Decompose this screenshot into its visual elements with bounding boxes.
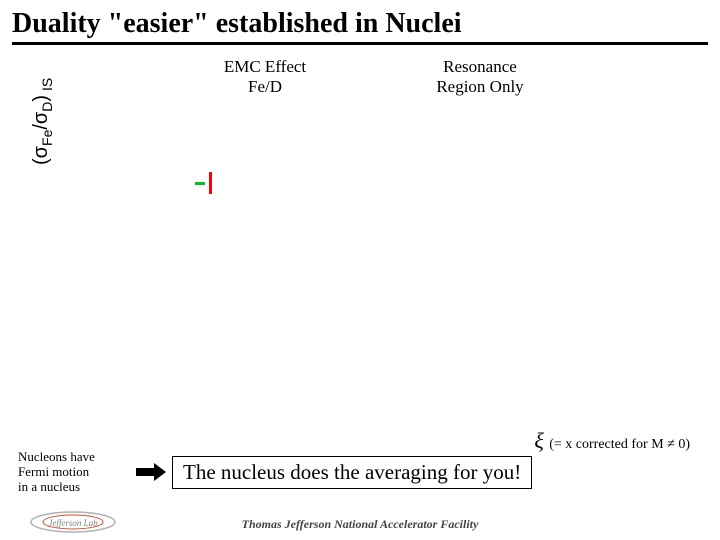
chart-label-left-line1: EMC Effect bbox=[195, 57, 335, 77]
chart-label-left: EMC Effect Fe/D bbox=[195, 57, 335, 97]
nucleon-note-line2: Fermi motion bbox=[18, 465, 130, 480]
conclusion-text: The nucleus does the averaging for you! bbox=[183, 460, 521, 485]
nucleon-note-line3: in a nucleus bbox=[18, 480, 130, 495]
xi-text: (= x corrected for M ≠ 0) bbox=[549, 437, 690, 452]
marker-red-vertical bbox=[209, 172, 212, 194]
conclusion-box: The nucleus does the averaging for you! bbox=[172, 456, 532, 489]
xi-note: ξ (= x corrected for M ≠ 0) bbox=[534, 428, 690, 454]
slide-title: Duality "easier" established in Nuclei bbox=[12, 8, 708, 40]
chart-label-right-line2: Region Only bbox=[410, 77, 550, 97]
chart-label-right: Resonance Region Only bbox=[410, 57, 550, 97]
chart-label-left-line2: Fe/D bbox=[195, 77, 335, 97]
title-bar: Duality "easier" established in Nuclei bbox=[0, 0, 720, 49]
title-underline bbox=[12, 42, 708, 45]
chart-label-right-line1: Resonance bbox=[410, 57, 550, 77]
chart-labels: EMC Effect Fe/D Resonance Region Only bbox=[0, 57, 720, 97]
arrow-icon bbox=[136, 465, 166, 479]
chart-markers bbox=[195, 172, 212, 194]
nucleon-note: Nucleons have Fermi motion in a nucleus bbox=[18, 450, 130, 495]
xi-symbol: ξ bbox=[534, 428, 549, 453]
marker-green-horizontal bbox=[195, 182, 205, 185]
footer-text: Thomas Jefferson National Accelerator Fa… bbox=[0, 517, 720, 532]
y-axis-label: (σFe/σD) IS bbox=[30, 78, 55, 165]
bottom-row: Nucleons have Fermi motion in a nucleus … bbox=[18, 450, 532, 495]
nucleon-note-line1: Nucleons have bbox=[18, 450, 130, 465]
